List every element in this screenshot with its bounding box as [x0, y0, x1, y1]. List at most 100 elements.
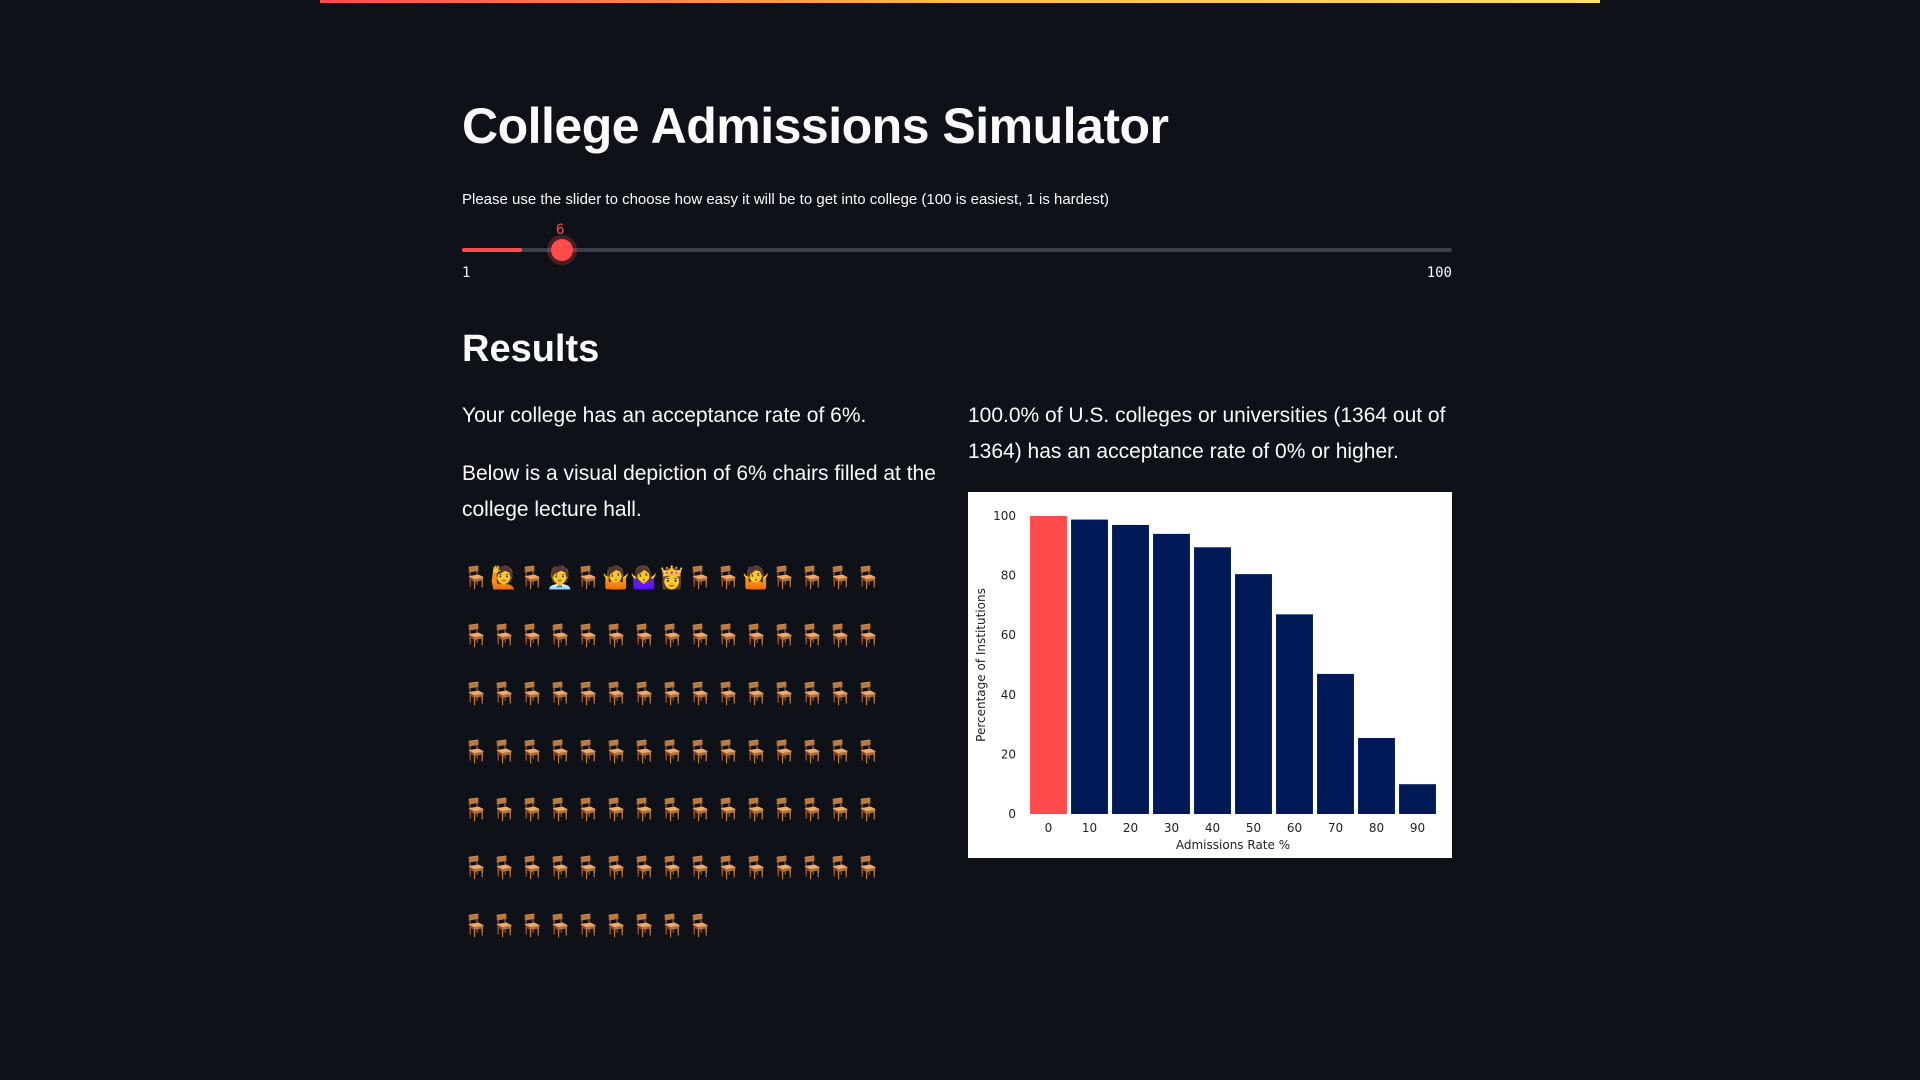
admissions-chart-svg: 0 20 40 60 80 100 0 10 20 30 40 50 60 70 80 90 Admission… — [974, 509, 1436, 852]
slider-track[interactable] — [462, 248, 1452, 252]
chair-icon: 🪑 — [742, 682, 770, 707]
chair-icon: 🪑 — [462, 856, 490, 881]
chair-icon: 🪑 — [630, 624, 658, 649]
bar — [1399, 784, 1436, 814]
chair-icon: 🪑 — [546, 740, 574, 765]
x-tick-label: 70 — [1328, 821, 1343, 835]
chair-icon: 🪑 — [686, 682, 714, 707]
x-tick-label: 60 — [1287, 821, 1302, 835]
chair-icon: 🪑 — [714, 856, 742, 881]
chair-icon: 🪑 — [462, 740, 490, 765]
chair-icon: 🪑 — [518, 682, 546, 707]
chair-icon: 🪑 — [462, 914, 490, 939]
chair-icon: 🪑 — [574, 798, 602, 823]
x-tick-label: 80 — [1369, 821, 1384, 835]
bar — [1112, 524, 1149, 814]
chair-icon: 🪑 — [518, 624, 546, 649]
slider-max-label: 100 — [1426, 265, 1452, 281]
chair-icon: 🪑 — [630, 798, 658, 823]
chair-icon: 🪑 — [714, 798, 742, 823]
y-tick-label: 0 — [1008, 807, 1016, 821]
bar — [1317, 673, 1354, 814]
chair-icon: 🪑 — [826, 856, 854, 881]
chair-icon: 🪑 — [574, 856, 602, 881]
student-icon: 🧑‍💼 — [546, 566, 574, 591]
hall-row: 🪑 🙋 🪑 🧑‍💼 🪑 🤷 🤷‍♀️ 👸 🪑 🪑 🤷 🪑 🪑 🪑 🪑 — [462, 550, 892, 608]
bar — [1153, 533, 1190, 814]
chair-icon: 🪑 — [826, 624, 854, 649]
chair-icon: 🪑 — [742, 740, 770, 765]
chair-icon: 🪑 — [686, 798, 714, 823]
chair-icon: 🪑 — [462, 624, 490, 649]
chair-icon: 🪑 — [770, 566, 798, 591]
chair-icon: 🪑 — [826, 682, 854, 707]
chair-icon: 🪑 — [546, 856, 574, 881]
y-tick-label: 20 — [1001, 747, 1016, 761]
x-tick-label: 50 — [1246, 821, 1261, 835]
chair-icon: 🪑 — [462, 682, 490, 707]
chair-icon: 🪑 — [518, 914, 546, 939]
chair-icon: 🪑 — [826, 566, 854, 591]
chair-icon: 🪑 — [798, 740, 826, 765]
chair-icon: 🪑 — [546, 624, 574, 649]
chair-icon: 🪑 — [714, 740, 742, 765]
chair-icon: 🪑 — [798, 624, 826, 649]
chair-icon: 🪑 — [518, 856, 546, 881]
chair-icon: 🪑 — [602, 914, 630, 939]
chair-icon: 🪑 — [854, 682, 882, 707]
chair-icon: 🪑 — [742, 798, 770, 823]
bar — [1358, 738, 1395, 814]
chair-icon: 🪑 — [518, 740, 546, 765]
chair-icon: 🪑 — [658, 740, 686, 765]
student-icon: 🤷‍♀️ — [630, 566, 658, 591]
ease-slider[interactable]: 6 1 100 — [462, 220, 1452, 290]
bar — [1235, 574, 1272, 814]
student-icon: 👸 — [658, 566, 686, 591]
chair-icon: 🪑 — [658, 856, 686, 881]
slider-min-label: 1 — [462, 265, 471, 281]
chair-icon: 🪑 — [490, 740, 518, 765]
y-tick-label: 80 — [1001, 569, 1016, 583]
chair-icon: 🪑 — [714, 566, 742, 591]
chair-icon: 🪑 — [770, 856, 798, 881]
chair-icon: 🪑 — [602, 856, 630, 881]
chair-icon: 🪑 — [742, 624, 770, 649]
x-tick-label: 40 — [1205, 821, 1220, 835]
chair-icon: 🪑 — [658, 798, 686, 823]
left-column: Your college has an acceptance rate of 6… — [462, 398, 952, 956]
chair-icon: 🪑 — [658, 914, 686, 939]
chair-icon: 🪑 — [686, 856, 714, 881]
student-icon: 🤷 — [742, 566, 770, 591]
decoration-bar — [320, 0, 1600, 3]
student-icon: 🤷 — [602, 566, 630, 591]
chair-icon: 🪑 — [546, 798, 574, 823]
chair-icon: 🪑 — [630, 914, 658, 939]
chair-icon: 🪑 — [574, 740, 602, 765]
chair-icon: 🪑 — [686, 740, 714, 765]
results-heading: Results — [462, 328, 600, 370]
chair-icon: 🪑 — [770, 682, 798, 707]
chair-icon: 🪑 — [686, 566, 714, 591]
y-tick-label: 40 — [1001, 688, 1016, 702]
bar — [1071, 519, 1108, 814]
chair-icon: 🪑 — [798, 682, 826, 707]
chair-icon: 🪑 — [630, 682, 658, 707]
chair-icon: 🪑 — [826, 740, 854, 765]
y-axis-label: Percentage of Institutions — [974, 588, 988, 742]
chair-icon: 🪑 — [714, 624, 742, 649]
chair-icon: 🪑 — [798, 798, 826, 823]
lecture-hall: 🪑 🙋 🪑 🧑‍💼 🪑 🤷 🤷‍♀️ 👸 🪑 🪑 🤷 🪑 🪑 🪑 🪑 🪑 🪑 🪑 🪑 🪑 🪑 🪑 🪑 🪑 🪑 🪑 🪑 🪑 🪑 🪑 🪑 🪑 🪑 🪑 🪑… — [462, 550, 892, 956]
chair-icon: 🪑 — [518, 566, 546, 591]
y-tick-label: 60 — [1001, 628, 1016, 642]
chair-icon: 🪑 — [546, 682, 574, 707]
chair-icon: 🪑 — [854, 856, 882, 881]
slider-thumb[interactable] — [551, 239, 573, 261]
chair-icon: 🪑 — [462, 566, 490, 591]
slider-fill — [462, 248, 522, 252]
hall-row: 🪑 🪑 🪑 🪑 🪑 🪑 🪑 🪑 🪑 🪑 🪑 🪑 🪑 🪑 🪑 — [462, 724, 892, 782]
hall-row: 🪑 🪑 🪑 🪑 🪑 🪑 🪑 🪑 🪑 🪑 🪑 🪑 🪑 🪑 🪑 — [462, 782, 892, 840]
chair-icon: 🪑 — [490, 624, 518, 649]
acceptance-rate-text: Your college has an acceptance rate of 6… — [462, 404, 867, 427]
chair-icon: 🪑 — [798, 566, 826, 591]
chair-icon: 🪑 — [602, 682, 630, 707]
